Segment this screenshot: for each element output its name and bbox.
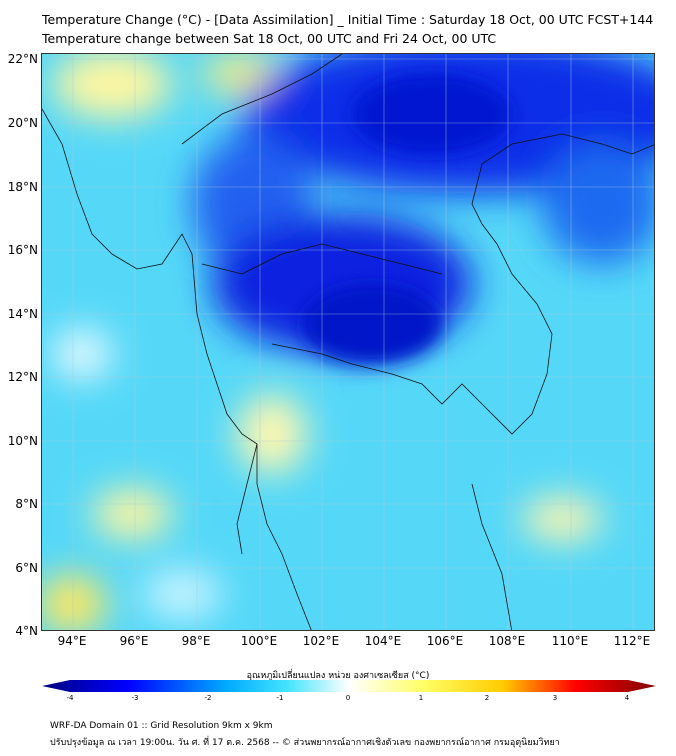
lat-label: 4°N	[15, 624, 38, 638]
colorbar-tick: 0	[345, 694, 351, 702]
temperature-change-map	[41, 53, 655, 631]
lon-label: 100°E	[240, 634, 278, 648]
coastlines	[42, 54, 654, 630]
lat-label: 20°N	[7, 116, 38, 130]
footer-update-info: ปรับปรุงข้อมูล ณ เวลา 19:00น. วัน ศ. ที่…	[50, 738, 560, 748]
lon-label: 96°E	[119, 634, 149, 648]
colorbar-tick: -2	[204, 694, 212, 702]
colorbar-tick: -4	[66, 694, 74, 702]
colorbar-tick: 4	[624, 694, 630, 702]
lat-label: 18°N	[7, 180, 38, 194]
lon-label: 106°E	[426, 634, 464, 648]
chart-title: Temperature Change (°C) - [Data Assimila…	[42, 12, 654, 27]
lon-label: 98°E	[181, 634, 211, 648]
colorbar-tick: -3	[131, 694, 139, 702]
lat-label: 6°N	[15, 561, 38, 575]
footer-model-info: WRF-DA Domain 01 :: Grid Resolution 9km …	[50, 721, 273, 731]
lon-label: 94°E	[57, 634, 87, 648]
map-field	[42, 54, 654, 630]
lon-label: 104°E	[364, 634, 402, 648]
lon-label: 112°E	[613, 634, 651, 648]
grid-lines	[42, 54, 654, 630]
colorbar-tick: 2	[484, 694, 490, 702]
chart-subtitle: Temperature change between Sat 18 Oct, 0…	[42, 31, 497, 46]
lon-label: 110°E	[551, 634, 589, 648]
lon-label: 102°E	[302, 634, 340, 648]
lat-label: 8°N	[15, 497, 38, 511]
lat-label: 16°N	[7, 243, 38, 257]
colorbar-tick: -1	[276, 694, 284, 702]
colorbar-title: อุณหภูมิเปลี่ยนแปลง หน่วย องศาเซลเซียส (…	[246, 671, 430, 681]
lat-label: 10°N	[7, 434, 38, 448]
colorbar	[42, 680, 656, 692]
lat-label: 14°N	[7, 307, 38, 321]
colorbar-tick: 1	[418, 694, 424, 702]
lat-label: 22°N	[7, 52, 38, 66]
lon-label: 108°E	[488, 634, 526, 648]
lat-label: 12°N	[7, 370, 38, 384]
colorbar-tick: 3	[552, 694, 558, 702]
